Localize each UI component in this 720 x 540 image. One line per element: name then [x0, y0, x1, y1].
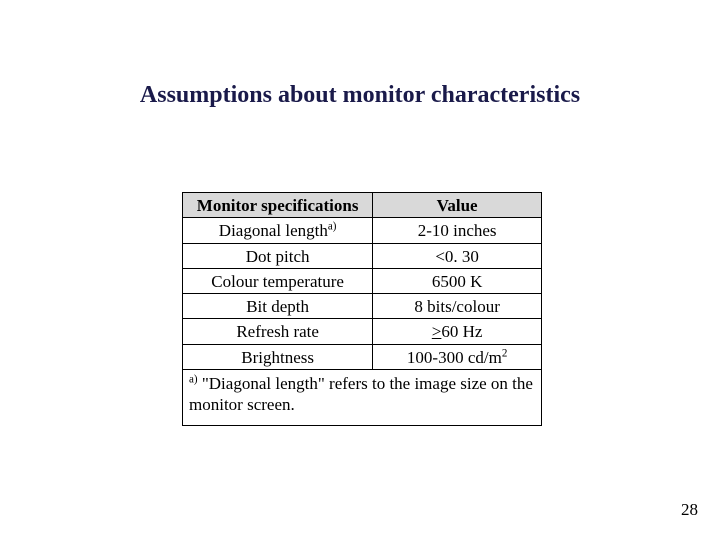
table-row: Refresh rate >60 Hz	[183, 319, 542, 344]
spec-cell: Diagonal lengtha)	[183, 218, 373, 243]
value-rest: 60 Hz	[441, 322, 482, 341]
spec-cell: Brightness	[183, 344, 373, 369]
slide: Assumptions about monitor characteristic…	[0, 0, 720, 540]
value-cell: 8 bits/colour	[373, 294, 542, 319]
table-row: Bit depth 8 bits/colour	[183, 294, 542, 319]
footnote-cell: a) "Diagonal length" refers to the image…	[183, 369, 542, 426]
value-cell: 6500 K	[373, 268, 542, 293]
footnote-marker: a)	[189, 373, 198, 385]
gte-symbol: >	[432, 322, 442, 341]
value-superscript: 2	[502, 347, 508, 359]
table-row: Brightness 100-300 cd/m2	[183, 344, 542, 369]
header-value: Value	[373, 193, 542, 218]
slide-title: Assumptions about monitor characteristic…	[0, 82, 720, 109]
spec-cell: Colour temperature	[183, 268, 373, 293]
table-row: Colour temperature 6500 K	[183, 268, 542, 293]
value-cell: >60 Hz	[373, 319, 542, 344]
table-header-row: Monitor specifications Value	[183, 193, 542, 218]
footnote-text: "Diagonal length" refers to the image si…	[189, 374, 533, 414]
table-row: Dot pitch <0. 30	[183, 243, 542, 268]
value-cell: <0. 30	[373, 243, 542, 268]
page-number: 28	[681, 500, 698, 520]
value-cell: 100-300 cd/m2	[373, 344, 542, 369]
spec-text: Diagonal length	[219, 221, 328, 240]
footnote-marker: a)	[328, 221, 337, 233]
spec-table: Monitor specifications Value Diagonal le…	[182, 192, 542, 426]
value-prefix: 100-300 cd/m	[407, 348, 502, 367]
spec-cell: Refresh rate	[183, 319, 373, 344]
header-spec: Monitor specifications	[183, 193, 373, 218]
spec-cell: Dot pitch	[183, 243, 373, 268]
table-footnote-row: a) "Diagonal length" refers to the image…	[183, 369, 542, 426]
value-cell: 2-10 inches	[373, 218, 542, 243]
spec-table-container: Monitor specifications Value Diagonal le…	[182, 192, 542, 426]
spec-cell: Bit depth	[183, 294, 373, 319]
table-row: Diagonal lengtha) 2-10 inches	[183, 218, 542, 243]
